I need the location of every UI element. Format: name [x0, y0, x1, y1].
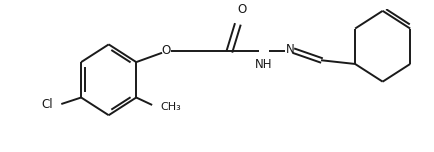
Text: O: O	[161, 44, 171, 57]
Text: NH: NH	[255, 58, 272, 71]
Text: Cl: Cl	[42, 98, 53, 111]
Text: O: O	[237, 3, 246, 16]
Text: N: N	[286, 43, 295, 56]
Text: CH₃: CH₃	[160, 102, 181, 112]
